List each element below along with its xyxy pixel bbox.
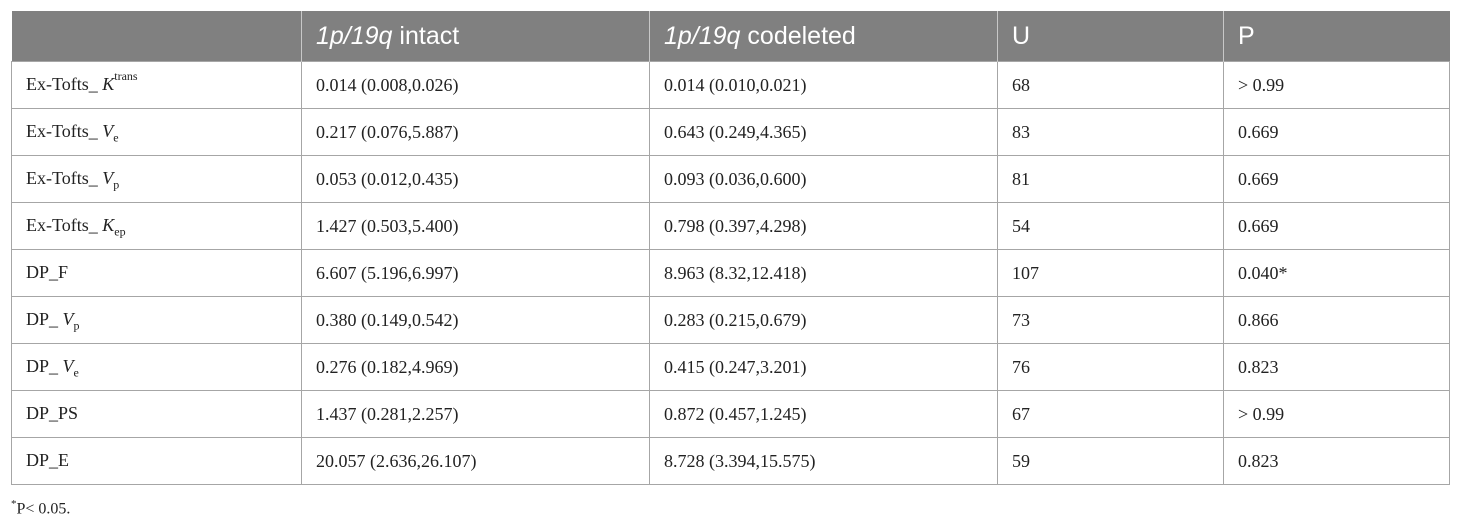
param-superscript: trans <box>114 68 138 83</box>
cell-u: 81 <box>997 155 1224 203</box>
cell-p: 0.823 <box>1223 343 1450 391</box>
param-subscript: ep <box>114 224 126 239</box>
cell-parameter: DP_F <box>11 249 302 297</box>
results-table: 1p/19q intact 1p/19q codeleted U P Ex-To… <box>11 11 1450 485</box>
table-row: Ex-Tofts_ Ve 0.217 (0.076,5.887) 0.643 (0.… <box>11 108 1450 156</box>
cell-p: 0.866 <box>1223 296 1450 344</box>
header-intact: 1p/19q intact <box>301 11 650 62</box>
cell-codeleted: 0.798 (0.397,4.298) <box>649 202 998 250</box>
param-subscript: e <box>113 130 119 145</box>
cell-u: 73 <box>997 296 1224 344</box>
header-codeleted: 1p/19q codeleted <box>649 11 998 62</box>
cell-u: 107 <box>997 249 1224 297</box>
param-symbol: K <box>102 214 115 235</box>
table-row: Ex-Tofts_ Kep 1.427 (0.503,5.400) 0.798 (0… <box>11 202 1450 250</box>
cell-parameter: Ex-Tofts_ Kep <box>11 202 302 250</box>
param-prefix: DP_ <box>26 355 63 376</box>
table-footnote: *P< 0.05. <box>11 498 70 518</box>
cell-codeleted: 0.872 (0.457,1.245) <box>649 390 998 438</box>
cell-u: 68 <box>997 61 1224 109</box>
cell-intact: 0.276 (0.182,4.969) <box>301 343 650 391</box>
param-symbol: V <box>102 120 114 141</box>
table-row: Ex-Tofts_ Ktrans 0.014 (0.008,0.026) 0.014… <box>11 61 1450 109</box>
cell-intact: 0.380 (0.149,0.542) <box>301 296 650 344</box>
cell-codeleted: 0.643 (0.249,4.365) <box>649 108 998 156</box>
param-prefix: DP_ <box>26 308 63 329</box>
cell-parameter: Ex-Tofts_ Vp <box>11 155 302 203</box>
table-row: DP_E 20.057 (2.636,26.107) 8.728 (3.394,15… <box>11 437 1450 485</box>
table-body: Ex-Tofts_ Ktrans 0.014 (0.008,0.026) 0.014… <box>11 61 1450 485</box>
footnote-text: P< 0.05. <box>16 500 71 518</box>
cell-u: 67 <box>997 390 1224 438</box>
cell-codeleted: 0.415 (0.247,3.201) <box>649 343 998 391</box>
cell-u: 83 <box>997 108 1224 156</box>
param-prefix: DP_PS <box>26 402 79 423</box>
param-prefix: Ex-Tofts_ <box>26 214 103 235</box>
header-p: P <box>1223 11 1450 62</box>
param-subscript: p <box>73 318 80 333</box>
header-parameter <box>11 11 302 62</box>
cell-p: 0.669 <box>1223 108 1450 156</box>
cell-intact: 1.437 (0.281,2.257) <box>301 390 650 438</box>
param-prefix: Ex-Tofts_ <box>26 120 103 141</box>
table-container: 1p/19q intact 1p/19q codeleted U P Ex-To… <box>11 11 1450 485</box>
footnote-mark: * <box>11 498 17 510</box>
cell-p: > 0.99 <box>1223 61 1450 109</box>
cell-parameter: Ex-Tofts_ Ve <box>11 108 302 156</box>
cell-codeleted: 0.014 (0.010,0.021) <box>649 61 998 109</box>
cell-intact: 20.057 (2.636,26.107) <box>301 437 650 485</box>
param-prefix: DP_F <box>26 261 69 282</box>
param-symbol: V <box>102 167 114 188</box>
cell-intact: 0.053 (0.012,0.435) <box>301 155 650 203</box>
cell-intact: 0.217 (0.076,5.887) <box>301 108 650 156</box>
cell-p: 0.669 <box>1223 155 1450 203</box>
param-symbol: K <box>102 73 115 94</box>
cell-parameter: DP_ Ve <box>11 343 302 391</box>
header-u: U <box>997 11 1224 62</box>
cell-parameter: DP_PS <box>11 390 302 438</box>
cell-p: 0.040* <box>1223 249 1450 297</box>
cell-p: 0.823 <box>1223 437 1450 485</box>
cell-u: 76 <box>997 343 1224 391</box>
cell-intact: 1.427 (0.503,5.400) <box>301 202 650 250</box>
cell-u: 59 <box>997 437 1224 485</box>
cell-codeleted: 0.093 (0.036,0.600) <box>649 155 998 203</box>
cell-codeleted: 8.963 (8.32,12.418) <box>649 249 998 297</box>
cell-p: > 0.99 <box>1223 390 1450 438</box>
param-prefix: Ex-Tofts_ <box>26 73 103 94</box>
table-row: DP_ Vp 0.380 (0.149,0.542) 0.283 (0.215,0.… <box>11 296 1450 344</box>
table-row: DP_ Ve 0.276 (0.182,4.969) 0.415 (0.247,3.… <box>11 343 1450 391</box>
param-symbol: V <box>62 355 74 376</box>
cell-intact: 0.014 (0.008,0.026) <box>301 61 650 109</box>
cell-parameter: DP_ Vp <box>11 296 302 344</box>
param-prefix: DP_E <box>26 449 70 470</box>
param-prefix: Ex-Tofts_ <box>26 167 103 188</box>
cell-intact: 6.607 (5.196,6.997) <box>301 249 650 297</box>
param-subscript: p <box>113 177 120 192</box>
header-row: 1p/19q intact 1p/19q codeleted U P <box>11 11 1450 62</box>
cell-codeleted: 0.283 (0.215,0.679) <box>649 296 998 344</box>
cell-p: 0.669 <box>1223 202 1450 250</box>
cell-parameter: Ex-Tofts_ Ktrans <box>11 61 302 109</box>
table-row: Ex-Tofts_ Vp 0.053 (0.012,0.435) 0.093 (0.… <box>11 155 1450 203</box>
cell-codeleted: 8.728 (3.394,15.575) <box>649 437 998 485</box>
param-subscript: e <box>73 365 79 380</box>
param-symbol: V <box>62 308 74 329</box>
cell-parameter: DP_E <box>11 437 302 485</box>
cell-u: 54 <box>997 202 1224 250</box>
table-row: DP_F 6.607 (5.196,6.997) 8.963 (8.32,12.41… <box>11 249 1450 297</box>
table-row: DP_PS 1.437 (0.281,2.257) 0.872 (0.457,1.2… <box>11 390 1450 438</box>
